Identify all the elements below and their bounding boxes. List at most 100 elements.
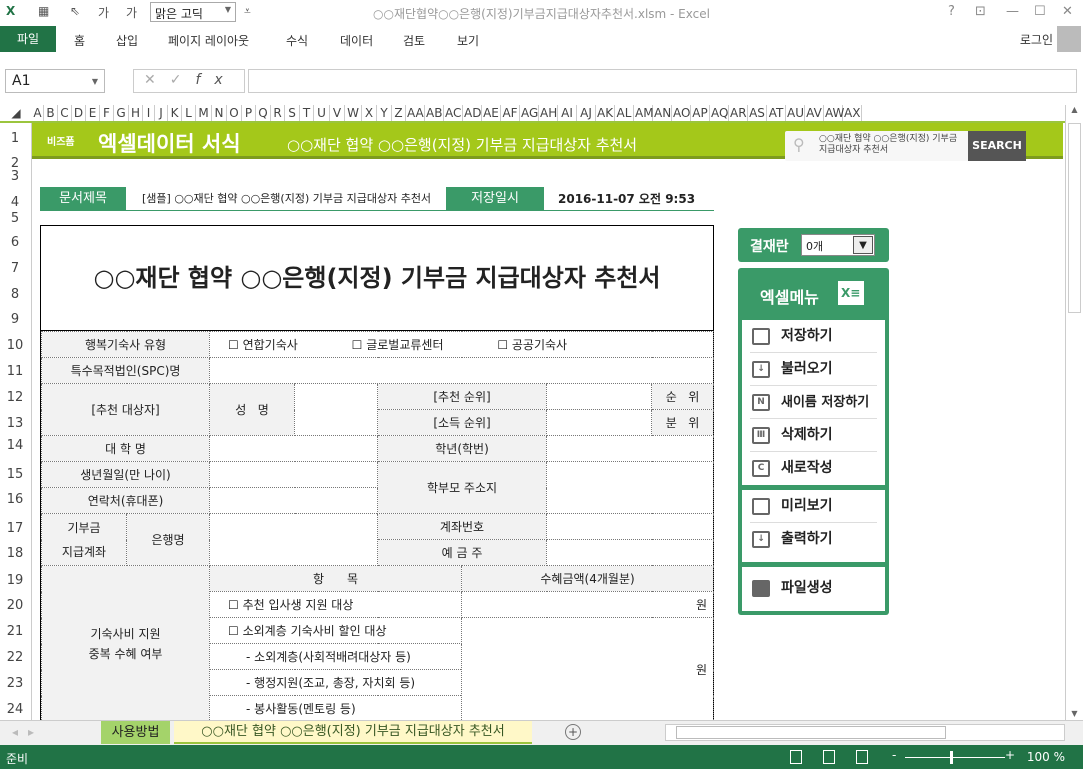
chevron-down-icon[interactable]: ▼ xyxy=(853,236,873,254)
column-header[interactable]: P xyxy=(242,105,256,121)
column-header[interactable]: V xyxy=(330,105,345,121)
zoom-in-icon[interactable]: + xyxy=(1005,748,1016,762)
univ-input[interactable] xyxy=(209,435,379,462)
scroll-thumb[interactable] xyxy=(1068,123,1081,313)
row-header[interactable]: 5 xyxy=(10,211,20,226)
zoom-slider-knob[interactable] xyxy=(950,751,953,764)
font-grow-icon[interactable]: 가 xyxy=(98,6,110,20)
rec-rank-input[interactable] xyxy=(546,383,653,410)
search-button[interactable]: SEARCH xyxy=(968,131,1026,161)
row-header[interactable]: 9 xyxy=(10,312,20,327)
holder-input[interactable] xyxy=(546,539,715,566)
birth-input[interactable] xyxy=(209,461,379,488)
scroll-down-icon[interactable]: ▼ xyxy=(1071,709,1078,718)
page-layout-icon[interactable] xyxy=(823,750,835,764)
item-checkbox-recommended[interactable]: ☐ 추천 입사생 지원 대상 xyxy=(209,591,463,618)
income-rank-input[interactable] xyxy=(546,409,653,436)
menu-save[interactable]: 저장하기 xyxy=(750,320,877,353)
normal-view-icon[interactable] xyxy=(790,750,802,764)
column-header[interactable]: G xyxy=(114,105,129,121)
column-header[interactable]: O xyxy=(227,105,242,121)
row-header[interactable]: 2 xyxy=(10,156,20,171)
column-header[interactable]: AT xyxy=(767,105,786,121)
column-header[interactable]: I xyxy=(143,105,155,121)
ribbon-display-icon[interactable]: ⊡ xyxy=(975,4,986,19)
spc-input[interactable] xyxy=(209,357,715,384)
column-header[interactable]: AM xyxy=(635,105,654,121)
row-header[interactable]: 3 xyxy=(10,169,20,184)
pointer-icon[interactable]: ⇖ xyxy=(70,4,81,18)
grade-input[interactable] xyxy=(546,435,715,462)
menu-load[interactable]: ↓ 불러오기 xyxy=(750,353,877,386)
column-header[interactable]: Q xyxy=(256,105,271,121)
column-header[interactable]: U xyxy=(314,105,330,121)
contact-input[interactable] xyxy=(209,487,379,514)
column-header[interactable]: W xyxy=(345,105,362,121)
column-header[interactable]: AP xyxy=(691,105,710,121)
column-header[interactable]: B xyxy=(44,105,58,121)
column-header[interactable]: Y xyxy=(377,105,392,121)
column-header[interactable]: AK xyxy=(597,105,615,121)
row-header[interactable]: 20 xyxy=(6,598,24,613)
login-link[interactable]: 로그인 xyxy=(1019,33,1053,47)
name-input[interactable] xyxy=(294,383,379,436)
row-header[interactable]: 17 xyxy=(6,521,24,536)
row-header[interactable]: 22 xyxy=(6,650,24,665)
column-header[interactable]: C xyxy=(58,105,72,121)
column-header[interactable]: AI xyxy=(558,105,577,121)
column-header[interactable]: AH xyxy=(540,105,558,121)
column-header[interactable]: M xyxy=(196,105,212,121)
column-header[interactable]: AR xyxy=(730,105,748,121)
name-box[interactable]: A1 ▼ xyxy=(5,69,105,93)
bank-input[interactable] xyxy=(209,513,379,566)
row-header[interactable]: 18 xyxy=(6,546,24,561)
parent-addr-input[interactable] xyxy=(546,461,715,514)
scroll-up-icon[interactable]: ▲ xyxy=(1071,105,1078,114)
prev-sheet-icon[interactable]: ◂ xyxy=(12,725,19,739)
column-header[interactable]: T xyxy=(300,105,314,121)
amount-won-1[interactable]: 원 xyxy=(461,591,715,618)
sheet-tab-form[interactable]: ○○재단 협약 ○○은행(지정) 기부금 지급대상자 추천서 xyxy=(174,721,532,744)
row-header[interactable]: 16 xyxy=(6,492,24,507)
column-header[interactable]: S xyxy=(285,105,300,121)
row-header[interactable]: 24 xyxy=(6,702,24,717)
customize-icon[interactable]: ⩡ xyxy=(244,4,251,18)
column-header[interactable]: R xyxy=(271,105,285,121)
font-shrink-icon[interactable]: 가 xyxy=(126,6,138,20)
column-header[interactable]: AB xyxy=(426,105,444,121)
column-header[interactable]: AJ xyxy=(577,105,596,121)
row-header[interactable]: 4 xyxy=(10,195,20,210)
column-header[interactable]: D xyxy=(72,105,86,121)
checkbox-public-dorm[interactable]: ☐ 공공기숙사 xyxy=(497,338,568,352)
column-header[interactable]: F xyxy=(100,105,114,121)
maximize-button[interactable]: ☐ xyxy=(1034,4,1046,19)
vertical-scrollbar[interactable]: ▲ ▼ xyxy=(1065,105,1083,720)
row-header[interactable]: 7 xyxy=(10,261,20,276)
column-header[interactable]: J xyxy=(155,105,168,121)
formula-input[interactable] xyxy=(248,69,1077,93)
row-header[interactable]: 15 xyxy=(6,467,24,482)
row-header[interactable]: 6 xyxy=(10,235,20,250)
row-header[interactable]: 14 xyxy=(6,438,24,453)
add-sheet-icon[interactable]: + xyxy=(565,724,581,740)
zoom-level[interactable]: 100 % xyxy=(1026,750,1065,764)
minimize-button[interactable]: — xyxy=(1006,4,1019,19)
column-header[interactable]: AU xyxy=(787,105,805,121)
menu-print[interactable]: ↓ 출력하기 xyxy=(750,523,877,556)
column-header[interactable]: L xyxy=(182,105,196,121)
checkbox-union-dorm[interactable]: ☐ 연합기숙사 xyxy=(228,338,298,352)
column-header[interactable]: AN xyxy=(654,105,672,121)
column-header[interactable]: AE xyxy=(482,105,501,121)
menu-new[interactable]: C 새로작성 xyxy=(750,452,877,485)
column-header[interactable]: AX xyxy=(844,105,862,121)
column-header[interactable]: AG xyxy=(521,105,539,121)
row-header[interactable]: 21 xyxy=(6,624,24,639)
column-header[interactable]: AW xyxy=(825,105,845,121)
font-select[interactable]: 맑은 고딕 ▼ xyxy=(150,2,236,22)
tab-data[interactable]: 데이터 xyxy=(340,34,374,48)
select-all[interactable]: ◢ xyxy=(11,106,21,120)
zoom-slider[interactable] xyxy=(905,751,1005,764)
column-header[interactable]: AS xyxy=(748,105,767,121)
help-button[interactable]: ? xyxy=(948,4,955,19)
row-header[interactable]: 19 xyxy=(6,573,24,588)
